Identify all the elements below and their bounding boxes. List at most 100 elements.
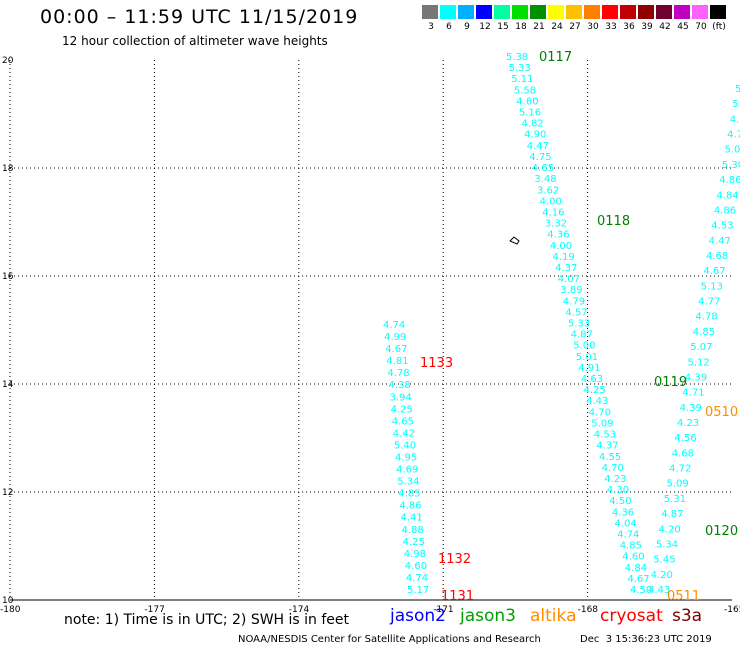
legend-label: 33 (605, 22, 617, 32)
track-value: 4.84 (717, 190, 739, 201)
time-label: 1133 (420, 356, 453, 371)
track-value: 4.60 (622, 552, 644, 563)
track-value: 4.88 (402, 525, 424, 536)
legend-label: 15 (497, 22, 509, 32)
time-label: 0510 (705, 405, 738, 420)
track-value: 4.04 (615, 518, 637, 529)
track-value: 5.40 (394, 441, 416, 452)
legend-label: (ft) (712, 22, 726, 32)
track-value: 4.30 (607, 485, 629, 496)
track-value: 4.95 (730, 114, 740, 125)
track-value: 4.85 (620, 541, 642, 552)
legend-swatch (512, 5, 529, 19)
x-tick-label: -177 (144, 605, 164, 615)
track-values: 5.385.335.115.584.605.164.824.904.474.75… (383, 52, 740, 596)
track-value: 5.30 (722, 160, 740, 171)
timestamp: Dec 3 15:36:23 UTC 2019 (580, 634, 712, 645)
track-value: 4.37 (596, 441, 618, 452)
legend-label: 36 (623, 22, 635, 32)
time-label: 1132 (438, 552, 471, 567)
time-label: 1131 (441, 589, 474, 604)
track-value: 4.74 (383, 320, 405, 331)
legend-swatch (584, 5, 601, 19)
legend-label: 70 (695, 22, 707, 32)
track-value: 5.33 (509, 63, 531, 74)
track-value: 4.23 (677, 418, 699, 429)
track-value: 4.20 (651, 570, 673, 581)
track-value: 5.00 (735, 84, 740, 95)
time-label: 0118 (597, 214, 630, 229)
track-value: 4.60 (405, 561, 427, 572)
legend-swatch (674, 5, 691, 19)
track-value: 4.90 (524, 130, 546, 141)
track-value: 4.60 (516, 96, 538, 107)
legend-swatch (620, 5, 637, 19)
track-value: 5.38 (506, 52, 528, 63)
track-value: 4.85 (693, 327, 715, 338)
track-value: 4.07 (558, 274, 580, 285)
track-value: 4.98 (404, 549, 426, 560)
track-value: 5.13 (701, 281, 723, 292)
track-value: 5.34 (656, 540, 678, 551)
legend-label: 18 (515, 22, 527, 32)
track-value: 4.47 (709, 236, 731, 247)
time-label: 0119 (654, 375, 687, 390)
legend-label: 45 (677, 22, 689, 32)
legend-swatch (476, 5, 493, 19)
track-value: 4.72 (669, 464, 691, 475)
island-marker (509, 236, 520, 245)
track-value: 3.89 (560, 285, 582, 296)
legend-swatch (710, 5, 727, 19)
track-value: 4.39 (685, 373, 707, 384)
track-value: 4.50 (609, 496, 631, 507)
track-value: 4.25 (403, 537, 425, 548)
track-value: 4.47 (527, 141, 549, 152)
track-value: 4.86 (714, 206, 736, 217)
track-value: 4.25 (391, 404, 413, 415)
track-value: 4.16 (542, 208, 564, 219)
track-value: 5.17 (407, 585, 429, 596)
legend-swatch (656, 5, 673, 19)
track-value: 4.91 (578, 363, 600, 374)
track-value: 5.03 (725, 145, 740, 156)
track-value: 4.78 (696, 312, 718, 323)
legend-swatch (458, 5, 475, 19)
track-value: 4.36 (547, 230, 569, 241)
legend-label: 27 (569, 22, 581, 32)
track-value: 5.58 (514, 85, 536, 96)
track-value: 4.67 (627, 574, 649, 585)
time-label: 0511 (667, 589, 700, 604)
track-value: 4.00 (540, 196, 562, 207)
track-value: 5.00 (573, 341, 595, 352)
track-value: 5.07 (690, 342, 712, 353)
track-value: 4.84 (625, 563, 647, 574)
track-value: 4.81 (386, 356, 408, 367)
credit-line: NOAA/NESDIS Center for Satellite Applica… (238, 634, 541, 645)
x-tick-label: -180 (0, 605, 21, 615)
legend-swatch (530, 5, 547, 19)
legend-swatch (638, 5, 655, 19)
track-value: 4.86 (399, 501, 421, 512)
track-value: 4.39 (680, 403, 702, 414)
track-value: 4.20 (659, 524, 681, 535)
track-value: 3.94 (390, 392, 412, 403)
y-tick-label: 10 (2, 596, 14, 606)
track-value: 4.82 (522, 119, 544, 130)
track-value: 4.53 (594, 430, 616, 441)
track-value: 4.57 (565, 307, 587, 318)
track-value: 3.32 (545, 219, 567, 230)
track-value: 4.63 (581, 374, 603, 385)
track-value: 4.23 (604, 474, 626, 485)
track-value: 5.09 (667, 479, 689, 490)
sat-label-s3a: s3a (672, 606, 703, 626)
track-value: 4.99 (384, 332, 406, 343)
track-value: 4.43 (648, 585, 670, 596)
legend-label: 12 (479, 22, 491, 32)
track-value: 4.77 (698, 297, 720, 308)
sat-label-jason2: jason2 (390, 606, 446, 626)
x-tick-label: -168 (578, 605, 599, 615)
tick-labels: -180 -177 -174 -171 -168 -165 20 18 16 14 12 10 (0, 56, 740, 615)
legend-label: 30 (587, 22, 599, 32)
legend-swatch (548, 5, 565, 19)
